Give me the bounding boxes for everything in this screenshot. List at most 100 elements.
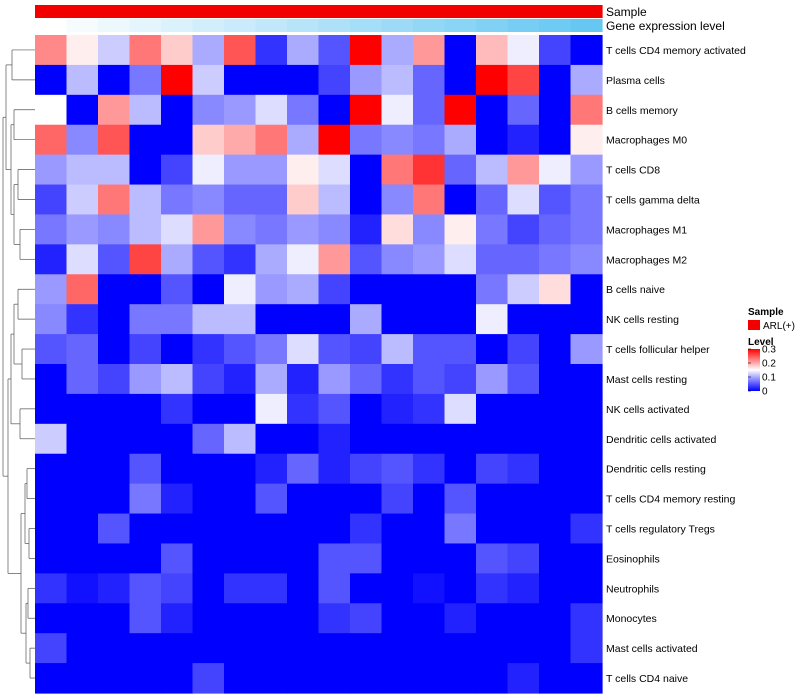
heatmap-cell bbox=[287, 513, 320, 545]
row-label: T cells CD4 memory activated bbox=[606, 45, 746, 57]
heatmap-cell bbox=[129, 124, 162, 156]
heatmap-cell bbox=[35, 663, 68, 694]
heatmap-cell bbox=[224, 304, 257, 335]
heatmap-cell bbox=[255, 64, 288, 96]
heatmap-cell bbox=[570, 453, 603, 485]
annotation-1-cell bbox=[224, 19, 257, 32]
heatmap-cell bbox=[287, 35, 320, 66]
heatmap-cell bbox=[381, 423, 414, 455]
heatmap-cell bbox=[161, 244, 194, 275]
heatmap-cell bbox=[318, 663, 351, 694]
heatmap-cell bbox=[350, 453, 383, 485]
heatmap-cell bbox=[35, 453, 68, 485]
heatmap-cell bbox=[98, 64, 131, 96]
heatmap-cell bbox=[255, 603, 288, 634]
heatmap-cell bbox=[444, 633, 477, 664]
heatmap-cell bbox=[66, 573, 99, 604]
heatmap-cell bbox=[570, 64, 603, 96]
heatmap-cell bbox=[413, 603, 446, 634]
heatmap-cell bbox=[98, 334, 131, 365]
heatmap-cell bbox=[129, 334, 162, 365]
heatmap-cell bbox=[129, 453, 162, 485]
heatmap-cell bbox=[318, 423, 351, 455]
heatmap-cell bbox=[539, 513, 572, 545]
heatmap-cell bbox=[381, 543, 414, 574]
heatmap-cell bbox=[381, 214, 414, 245]
heatmap-cell bbox=[381, 35, 414, 66]
heatmap-cell bbox=[476, 244, 509, 275]
heatmap-cell bbox=[35, 364, 68, 395]
heatmap-cell bbox=[318, 244, 351, 275]
heatmap-cell bbox=[66, 94, 99, 126]
annotation-0-cell bbox=[287, 5, 320, 18]
heatmap-cell bbox=[224, 274, 257, 305]
annotation-0-cell bbox=[318, 5, 351, 18]
heatmap-cell bbox=[318, 154, 351, 186]
heatmap-cell bbox=[287, 633, 320, 664]
heatmap-cell bbox=[381, 334, 414, 365]
heatmap-cell bbox=[318, 94, 351, 126]
heatmap-cell bbox=[476, 543, 509, 574]
heatmap-cell bbox=[129, 154, 162, 186]
heatmap-cell bbox=[318, 393, 351, 425]
heatmap-cell bbox=[318, 304, 351, 335]
heatmap-cell bbox=[539, 35, 572, 66]
heatmap-cell bbox=[413, 513, 446, 545]
heatmap-cell bbox=[350, 543, 383, 574]
heatmap-cell bbox=[476, 124, 509, 156]
heatmap-cell bbox=[161, 304, 194, 335]
heatmap-cell bbox=[129, 663, 162, 694]
legend-tick-label: 0.2 bbox=[762, 359, 776, 370]
heatmap-cell bbox=[66, 64, 99, 96]
heatmap-cell bbox=[224, 573, 257, 604]
heatmap-cell bbox=[287, 573, 320, 604]
heatmap-cell bbox=[255, 35, 288, 66]
legend-level-title: Level bbox=[748, 337, 774, 348]
heatmap-cell bbox=[507, 124, 540, 156]
heatmap-cell bbox=[255, 184, 288, 216]
heatmap-cell bbox=[35, 184, 68, 216]
heatmap-cell bbox=[476, 304, 509, 335]
heatmap-cell bbox=[98, 393, 131, 425]
heatmap-cell bbox=[35, 64, 68, 96]
heatmap-cell bbox=[287, 663, 320, 694]
heatmap-cell bbox=[192, 304, 225, 335]
heatmap-cell bbox=[539, 274, 572, 305]
annotation-0-cell bbox=[476, 5, 509, 18]
heatmap-cell bbox=[255, 543, 288, 574]
annotation-1-cell bbox=[161, 19, 194, 32]
heatmap-cell bbox=[507, 603, 540, 634]
heatmap-cell bbox=[444, 274, 477, 305]
heatmap-cell bbox=[570, 573, 603, 604]
heatmap-cell bbox=[129, 573, 162, 604]
annotation-0-cell bbox=[539, 5, 572, 18]
row-label: B cells naive bbox=[606, 284, 665, 296]
heatmap-cell bbox=[255, 274, 288, 305]
annotation-0-cell bbox=[381, 5, 414, 18]
heatmap-cell bbox=[413, 35, 446, 66]
heatmap-cell bbox=[255, 304, 288, 335]
heatmap-cell bbox=[476, 184, 509, 216]
heatmap-cell bbox=[539, 603, 572, 634]
heatmap-cell bbox=[444, 154, 477, 186]
heatmap-cell bbox=[192, 214, 225, 245]
heatmap-cell bbox=[66, 364, 99, 395]
heatmap-cell bbox=[35, 334, 68, 365]
heatmap-cell bbox=[35, 35, 68, 66]
row-label: Neutrophils bbox=[606, 583, 659, 595]
heatmap-cell bbox=[255, 483, 288, 515]
heatmap-cell bbox=[192, 334, 225, 365]
heatmap-cell bbox=[539, 483, 572, 515]
heatmap-cell bbox=[98, 244, 131, 275]
heatmap-cell bbox=[539, 543, 572, 574]
heatmap-cell bbox=[381, 393, 414, 425]
heatmap-cell bbox=[129, 483, 162, 515]
heatmap-cell bbox=[318, 453, 351, 485]
heatmap-cell bbox=[224, 94, 257, 126]
annotation-0-cell bbox=[192, 5, 225, 18]
heatmap-cell bbox=[539, 393, 572, 425]
heatmap-cell bbox=[161, 453, 194, 485]
heatmap-cell bbox=[507, 154, 540, 186]
heatmap-cell bbox=[98, 154, 131, 186]
